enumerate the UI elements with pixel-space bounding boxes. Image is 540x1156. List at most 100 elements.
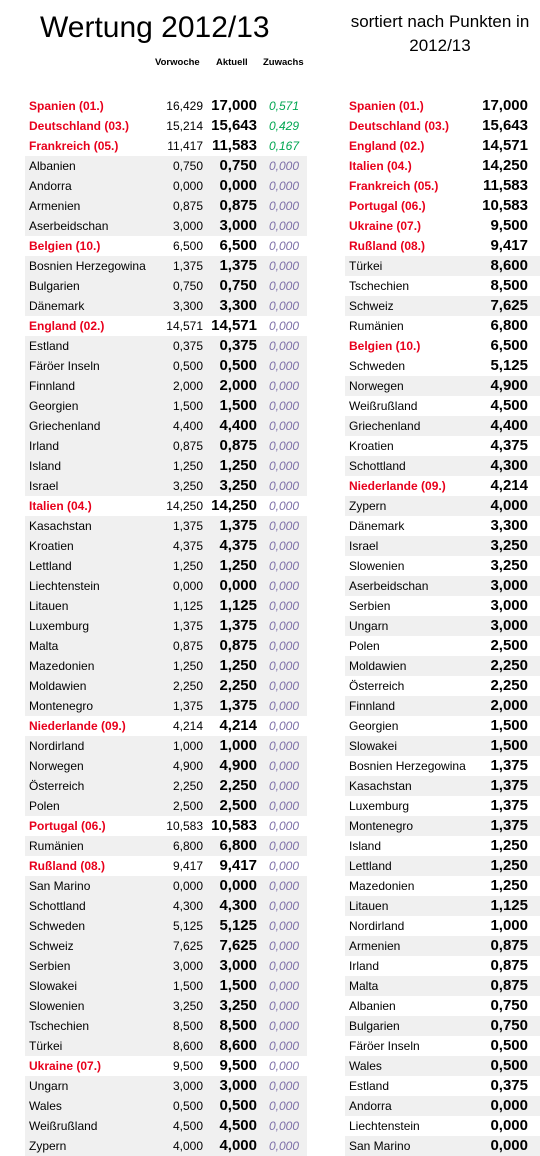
country-name: Spanien (01.) bbox=[29, 99, 104, 113]
country-name: Slowenien bbox=[29, 999, 85, 1013]
previous-week-value: 1,250 bbox=[172, 459, 203, 473]
country-name: Dänemark bbox=[349, 519, 405, 533]
current-value: 3,250 bbox=[219, 477, 257, 494]
current-value: 7,625 bbox=[219, 937, 257, 954]
current-value: 0,000 bbox=[219, 877, 257, 894]
country-name: Andorra bbox=[349, 1099, 392, 1113]
table-row: Rumänien 6,800 6,800 0,000 bbox=[25, 836, 307, 856]
increase-value: 0,000 bbox=[268, 859, 299, 873]
current-value: 0,750 bbox=[219, 157, 257, 174]
country-name: Niederlande (09.) bbox=[349, 479, 446, 493]
increase-value: 0,000 bbox=[268, 559, 299, 573]
increase-value: 0,000 bbox=[268, 439, 299, 453]
country-name: Israel bbox=[29, 479, 59, 493]
points-value: 3,250 bbox=[490, 537, 528, 554]
ranking-row: Frankreich (05.) 11,583 bbox=[345, 176, 540, 196]
ranking-row: Armenien 0,875 bbox=[345, 936, 540, 956]
ranking-row: Israel 3,250 bbox=[345, 536, 540, 556]
ranking-row: Spanien (01.) 17,000 bbox=[345, 96, 540, 116]
column-header-aktuell: Aktuell bbox=[216, 57, 248, 68]
current-value: 15,643 bbox=[211, 117, 257, 134]
table-row: Wales 0,500 0,500 0,000 bbox=[25, 1096, 307, 1116]
current-value: 3,250 bbox=[219, 997, 257, 1014]
country-name: Nordirland bbox=[29, 739, 85, 753]
table-row: Bosnien Herzegowina 1,375 1,375 0,000 bbox=[25, 256, 307, 276]
table-row: Belgien (10.) 6,500 6,500 0,000 bbox=[25, 236, 307, 256]
country-name: Serbien bbox=[29, 959, 71, 973]
increase-value: 0,000 bbox=[268, 159, 299, 173]
current-value: 0,375 bbox=[219, 337, 257, 354]
table-row: Armenien 0,875 0,875 0,000 bbox=[25, 196, 307, 216]
increase-value: 0,000 bbox=[268, 1039, 299, 1053]
country-name: Wales bbox=[349, 1059, 382, 1073]
table-row: Tschechien 8,500 8,500 0,000 bbox=[25, 1016, 307, 1036]
country-name: San Marino bbox=[349, 1139, 411, 1153]
previous-week-value: 0,875 bbox=[172, 639, 203, 653]
current-value: 6,500 bbox=[219, 237, 257, 254]
country-name: Schottland bbox=[349, 459, 406, 473]
current-value: 0,000 bbox=[219, 177, 257, 194]
increase-value: 0,000 bbox=[268, 1099, 299, 1113]
current-value: 3,000 bbox=[219, 217, 257, 234]
increase-value: 0,000 bbox=[268, 619, 299, 633]
ranking-row: Weißrußland 4,500 bbox=[345, 396, 540, 416]
points-value: 1,000 bbox=[490, 917, 528, 934]
previous-week-value: 0,000 bbox=[172, 579, 203, 593]
previous-week-value: 2,250 bbox=[172, 679, 203, 693]
country-name: Georgien bbox=[29, 399, 79, 413]
country-name: San Marino bbox=[29, 879, 91, 893]
country-name: Rumänien bbox=[29, 839, 84, 853]
table-row: Bulgarien 0,750 0,750 0,000 bbox=[25, 276, 307, 296]
country-name: Finnland bbox=[29, 379, 76, 393]
increase-value: 0,000 bbox=[268, 479, 299, 493]
current-value: 9,500 bbox=[219, 1057, 257, 1074]
column-header-vorwoche: Vorwoche bbox=[155, 57, 200, 68]
ranking-row: Nordirland 1,000 bbox=[345, 916, 540, 936]
table-row: Island 1,250 1,250 0,000 bbox=[25, 456, 307, 476]
ranking-row: Schweden 5,125 bbox=[345, 356, 540, 376]
current-value: 4,000 bbox=[219, 1137, 257, 1154]
country-name: Slowakei bbox=[29, 979, 78, 993]
country-name: Malta bbox=[29, 639, 59, 653]
increase-value: 0,000 bbox=[268, 919, 299, 933]
previous-week-value: 8,500 bbox=[172, 1019, 203, 1033]
ranking-row: Georgien 1,500 bbox=[345, 716, 540, 736]
ranking-row: Türkei 8,600 bbox=[345, 256, 540, 276]
increase-value: 0,000 bbox=[268, 1139, 299, 1153]
points-value: 0,750 bbox=[490, 1017, 528, 1034]
country-name: Rußland (08.) bbox=[349, 239, 426, 253]
country-name: Andorra bbox=[29, 179, 72, 193]
previous-week-value: 9,500 bbox=[172, 1059, 203, 1073]
previous-week-value: 6,500 bbox=[172, 239, 203, 253]
previous-week-value: 3,250 bbox=[172, 999, 203, 1013]
points-value: 4,900 bbox=[490, 377, 528, 394]
increase-value: 0,000 bbox=[268, 679, 299, 693]
points-value: 1,250 bbox=[490, 877, 528, 894]
previous-week-value: 1,250 bbox=[172, 559, 203, 573]
ranking-row: Estland 0,375 bbox=[345, 1076, 540, 1096]
table-row: San Marino 0,000 0,000 0,000 bbox=[25, 876, 307, 896]
points-value: 4,400 bbox=[490, 417, 528, 434]
ranking-row: Albanien 0,750 bbox=[345, 996, 540, 1016]
country-name: Litauen bbox=[349, 899, 389, 913]
current-value: 8,600 bbox=[219, 1037, 257, 1054]
table-row: Estland 0,375 0,375 0,000 bbox=[25, 336, 307, 356]
current-value: 0,750 bbox=[219, 277, 257, 294]
previous-week-value: 1,500 bbox=[172, 399, 203, 413]
increase-value: 0,000 bbox=[268, 639, 299, 653]
country-name: Mazedonien bbox=[29, 659, 95, 673]
previous-week-value: 15,214 bbox=[166, 119, 203, 133]
points-value: 4,375 bbox=[490, 437, 528, 454]
ranking-row: Norwegen 4,900 bbox=[345, 376, 540, 396]
table-row: Dänemark 3,300 3,300 0,000 bbox=[25, 296, 307, 316]
increase-value: 0,000 bbox=[268, 959, 299, 973]
country-name: Belgien (10.) bbox=[349, 339, 421, 353]
country-name: Israel bbox=[349, 539, 379, 553]
country-name: Schweden bbox=[29, 919, 86, 933]
table-row: Zypern 4,000 4,000 0,000 bbox=[25, 1136, 307, 1156]
ranking-row: Mazedonien 1,250 bbox=[345, 876, 540, 896]
points-value: 4,214 bbox=[490, 477, 528, 494]
current-value: 0,000 bbox=[219, 577, 257, 594]
points-value: 3,000 bbox=[490, 617, 528, 634]
ranking-row: Bosnien Herzegowina 1,375 bbox=[345, 756, 540, 776]
